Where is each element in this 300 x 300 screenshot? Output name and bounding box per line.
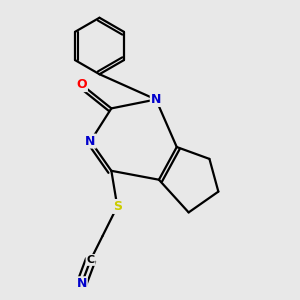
Text: O: O bbox=[76, 78, 87, 91]
Text: S: S bbox=[113, 200, 122, 213]
Text: N: N bbox=[151, 93, 161, 106]
Text: N: N bbox=[76, 277, 87, 290]
Text: N: N bbox=[85, 135, 96, 148]
Text: C: C bbox=[86, 255, 94, 265]
